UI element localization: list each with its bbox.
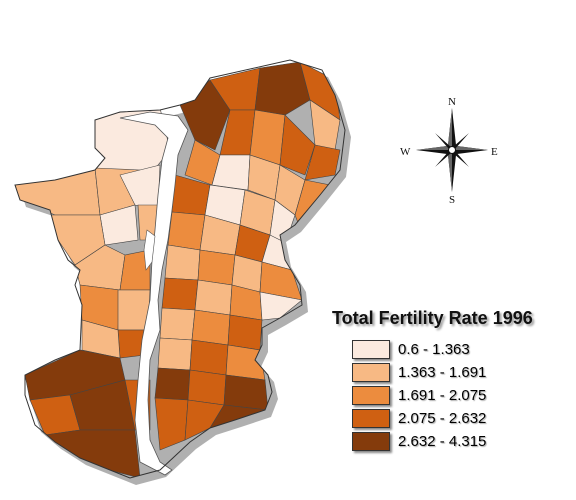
district-polygon xyxy=(15,167,101,216)
district-polygon xyxy=(191,309,231,346)
legend-label: 2.632 - 4.315 xyxy=(398,433,487,450)
city-boundary xyxy=(14,59,346,479)
legend-swatch xyxy=(352,386,390,405)
legend-item: 1.691 - 2.075 xyxy=(352,384,486,407)
choropleth-districts xyxy=(15,61,341,478)
legend-swatch xyxy=(352,340,390,359)
legend: 0.6 - 1.363 1.363 - 1.691 1.691 - 2.075 … xyxy=(352,338,486,453)
compass-east-label: E xyxy=(491,146,498,158)
district-polygon xyxy=(167,211,206,251)
district-polygon xyxy=(279,114,316,176)
legend-label: 1.363 - 1.691 xyxy=(398,364,487,381)
legend-item: 2.075 - 2.632 xyxy=(352,407,486,430)
legend-label: 1.691 - 2.075 xyxy=(398,387,487,404)
district-polygon xyxy=(254,61,311,116)
compass-north-label: N xyxy=(448,96,456,108)
compass-south-label: S xyxy=(449,194,455,206)
district-polygon xyxy=(189,339,229,376)
compass-rose-icon: N S E W xyxy=(400,96,498,206)
district-polygon xyxy=(194,279,233,316)
district-polygon xyxy=(223,374,269,411)
district-polygon xyxy=(44,429,141,478)
legend-item: 2.632 - 4.315 xyxy=(352,430,486,453)
district-polygon xyxy=(154,367,191,401)
district-polygon xyxy=(304,144,341,181)
legend-item: 0.6 - 1.363 xyxy=(352,338,486,361)
legend-title: Total Fertility Rate 1996 xyxy=(332,308,533,328)
district-polygon xyxy=(164,244,201,281)
legend-swatch xyxy=(352,363,390,382)
district-polygon xyxy=(161,277,199,311)
legend-swatch xyxy=(352,432,390,451)
district-polygon xyxy=(227,314,263,351)
legend-label: 0.6 - 1.363 xyxy=(398,341,470,358)
district-polygon xyxy=(197,249,236,286)
river xyxy=(119,111,189,476)
district-polygon xyxy=(187,369,227,406)
legend-item: 1.363 - 1.691 xyxy=(352,361,486,384)
river-island xyxy=(143,229,156,271)
district-polygon xyxy=(159,307,196,341)
compass-west-label: W xyxy=(400,146,411,158)
district-polygon xyxy=(157,337,193,371)
legend-swatch xyxy=(352,409,390,428)
legend-label: 2.075 - 2.632 xyxy=(398,410,487,427)
